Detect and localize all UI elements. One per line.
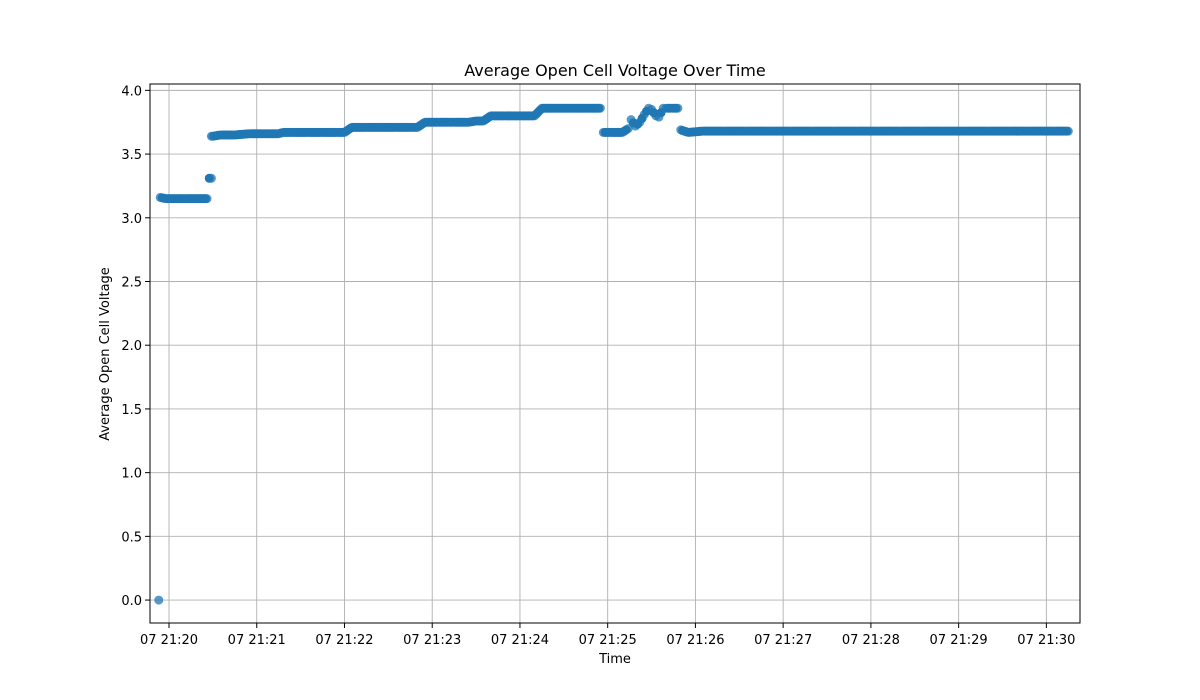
x-tick-label: 07 21:30: [1017, 633, 1075, 648]
data-point: [154, 595, 164, 605]
x-tick-label: 07 21:29: [930, 633, 988, 648]
data-point: [204, 173, 214, 183]
x-tick-label: 07 21:27: [754, 633, 812, 648]
data-point: [621, 125, 631, 135]
x-tick-label: 07 21:26: [666, 633, 724, 648]
y-tick-label: 3.5: [121, 148, 142, 163]
data-point: [594, 103, 604, 113]
y-axis-ticks: 0.0 0.5 1.0 1.5 2.0 2.5 3.0 3.5 4.0: [121, 84, 150, 609]
data-point: [649, 108, 659, 118]
x-tick-label: 07 21:23: [403, 633, 461, 648]
data-point: [656, 108, 666, 118]
data-point: [637, 113, 647, 123]
x-tick-label: 07 21:24: [491, 633, 549, 648]
plot-frame: [149, 83, 1081, 624]
y-tick-label: 1.5: [121, 403, 142, 418]
y-axis-label: Average Open Cell Voltage: [98, 267, 113, 441]
x-axis-ticks: 07 21:20 07 21:21 07 21:22 07 21:23 07 21:24…: [140, 623, 1075, 648]
x-axis-label: Time: [598, 652, 631, 667]
x-tick-label: 07 21:22: [315, 633, 373, 648]
x-tick-label: 07 21:21: [228, 633, 286, 648]
y-tick-label: 4.0: [121, 84, 142, 99]
y-tick-label: 2.0: [121, 339, 142, 354]
grid: [150, 84, 1080, 623]
x-tick-label: 07 21:20: [140, 633, 198, 648]
data-point: [671, 103, 681, 113]
data-points: [154, 103, 1073, 605]
y-tick-label: 0.5: [121, 530, 142, 545]
y-tick-label: 0.0: [121, 594, 142, 609]
y-tick-label: 3.0: [121, 212, 142, 227]
x-tick-label: 07 21:28: [842, 633, 900, 648]
x-tick-label: 07 21:25: [579, 633, 637, 648]
data-point: [641, 106, 651, 116]
y-tick-label: 2.5: [121, 276, 142, 291]
chart-title: Average Open Cell Voltage Over Time: [464, 61, 765, 80]
data-point: [1062, 126, 1072, 136]
data-point: [200, 194, 210, 204]
y-tick-label: 1.0: [121, 467, 142, 482]
